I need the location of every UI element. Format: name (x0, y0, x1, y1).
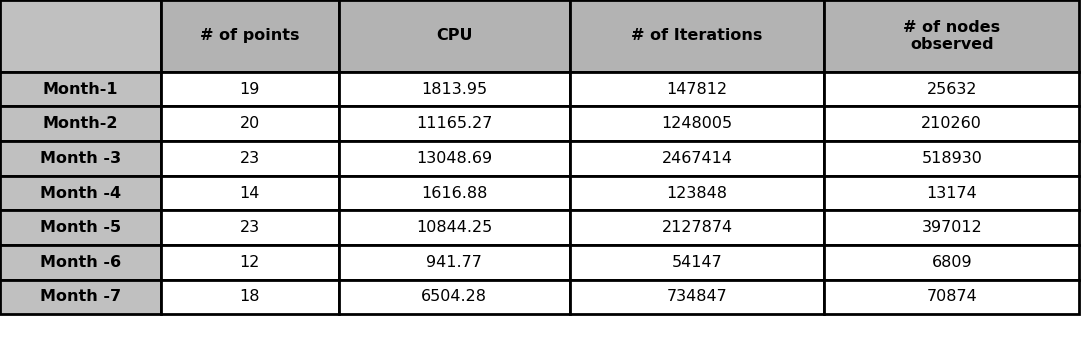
Text: 123848: 123848 (666, 186, 727, 201)
Bar (0, 210, 161, 245)
Text: 397012: 397012 (921, 220, 982, 235)
Bar (570, 245, 824, 280)
Text: CPU: CPU (436, 28, 473, 43)
Text: Month-1: Month-1 (42, 82, 119, 97)
Text: 23: 23 (240, 151, 260, 166)
Text: Month -7: Month -7 (40, 289, 121, 304)
Text: 19: 19 (240, 82, 260, 97)
Text: Month -6: Month -6 (40, 255, 121, 270)
Bar (570, 176, 824, 210)
Text: # of points: # of points (200, 28, 299, 43)
Bar (570, 210, 824, 245)
Text: 18: 18 (240, 289, 260, 304)
Bar (824, 106, 1079, 141)
Text: 10844.25: 10844.25 (416, 220, 492, 235)
Text: 147812: 147812 (666, 82, 727, 97)
Text: 25632: 25632 (927, 82, 977, 97)
Bar (339, 280, 570, 314)
Text: 210260: 210260 (921, 116, 982, 131)
Text: Month -5: Month -5 (40, 220, 121, 235)
Bar (0, 280, 161, 314)
Text: 518930: 518930 (921, 151, 982, 166)
Bar (824, 176, 1079, 210)
Bar (339, 176, 570, 210)
Text: 2467414: 2467414 (661, 151, 733, 166)
Bar (570, 280, 824, 314)
Bar (339, 0, 570, 72)
Text: 1248005: 1248005 (661, 116, 733, 131)
Text: 54147: 54147 (672, 255, 722, 270)
Bar (161, 141, 339, 176)
Text: # of nodes
observed: # of nodes observed (903, 20, 1001, 52)
Bar (161, 245, 339, 280)
Text: 14: 14 (240, 186, 260, 201)
Text: 1616.88: 1616.88 (421, 186, 487, 201)
Text: 6504.28: 6504.28 (421, 289, 487, 304)
Text: Month -3: Month -3 (40, 151, 121, 166)
Bar (339, 106, 570, 141)
Bar (824, 210, 1079, 245)
Bar (339, 72, 570, 106)
Text: 6809: 6809 (931, 255, 972, 270)
Text: 23: 23 (240, 220, 260, 235)
Bar (161, 72, 339, 106)
Bar (824, 0, 1079, 72)
Bar (570, 72, 824, 106)
Bar (0, 245, 161, 280)
Bar (0, 0, 161, 72)
Text: # of Iterations: # of Iterations (632, 28, 762, 43)
Bar (0, 176, 161, 210)
Text: 734847: 734847 (666, 289, 727, 304)
Bar (339, 141, 570, 176)
Text: Month -4: Month -4 (40, 186, 121, 201)
Text: 941.77: 941.77 (426, 255, 482, 270)
Bar (161, 210, 339, 245)
Bar (570, 0, 824, 72)
Text: 11165.27: 11165.27 (416, 116, 492, 131)
Text: 13048.69: 13048.69 (416, 151, 492, 166)
Text: 20: 20 (240, 116, 260, 131)
Bar (0, 72, 161, 106)
Bar (824, 72, 1079, 106)
Text: Month-2: Month-2 (42, 116, 119, 131)
Bar (824, 245, 1079, 280)
Bar (339, 210, 570, 245)
Text: 2127874: 2127874 (661, 220, 733, 235)
Bar (161, 176, 339, 210)
Bar (161, 0, 339, 72)
Text: 1813.95: 1813.95 (421, 82, 487, 97)
Text: 13174: 13174 (927, 186, 977, 201)
Bar (0, 141, 161, 176)
Bar (339, 245, 570, 280)
Bar (161, 280, 339, 314)
Bar (570, 141, 824, 176)
Bar (824, 141, 1079, 176)
Bar (570, 106, 824, 141)
Bar (0, 106, 161, 141)
Bar (824, 280, 1079, 314)
Text: 70874: 70874 (927, 289, 977, 304)
Text: 12: 12 (240, 255, 260, 270)
Bar (161, 106, 339, 141)
